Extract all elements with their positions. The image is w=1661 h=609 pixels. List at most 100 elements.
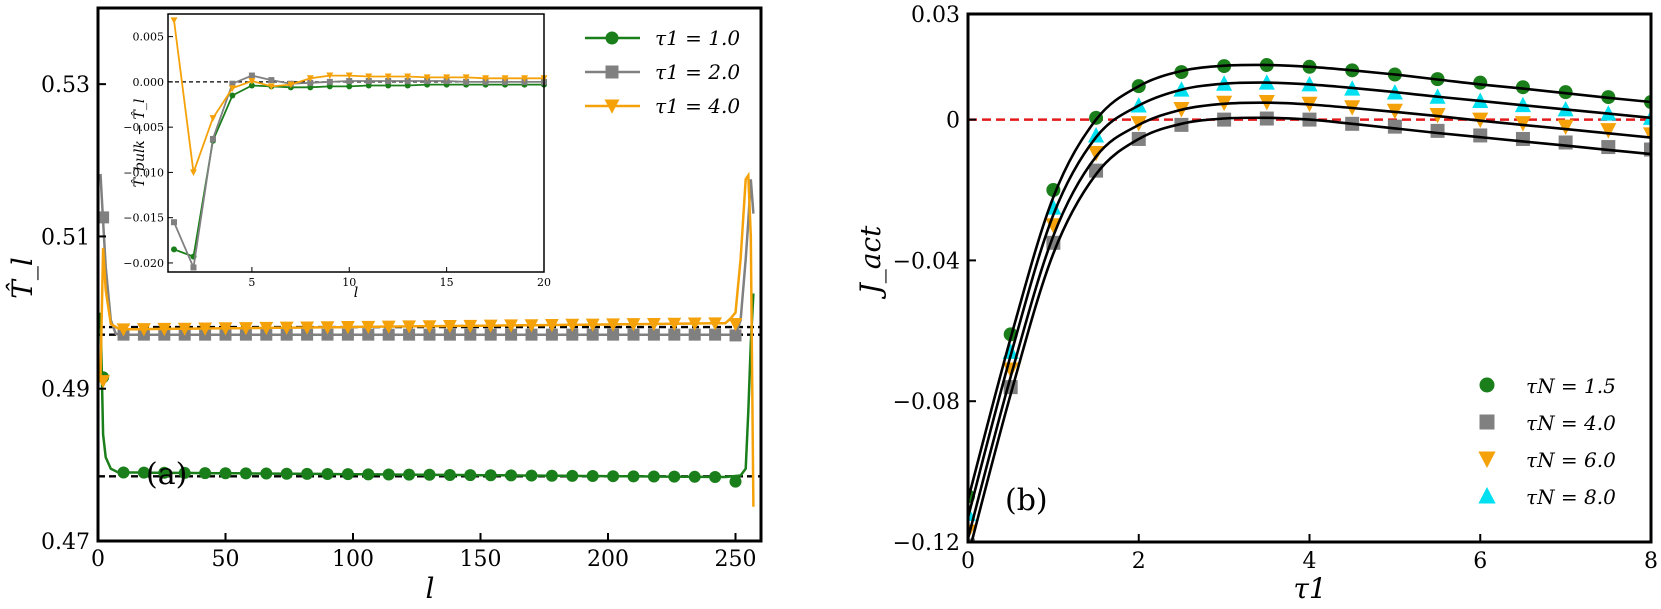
data-point <box>1515 80 1530 95</box>
data-point <box>198 322 212 336</box>
data-point <box>729 329 742 342</box>
data-point <box>484 328 497 341</box>
data-point <box>688 328 701 341</box>
panel-b-axes: 0 2 4 6 8 0.03 0 −0.04 −0.08 −0.12 <box>893 3 1658 574</box>
inset-data-point <box>385 77 392 84</box>
inset-data-point <box>229 80 236 87</box>
inset-y-tick-label: 0.000 <box>133 76 165 89</box>
data-point <box>301 467 314 480</box>
data-point <box>464 469 477 482</box>
data-point <box>423 328 436 341</box>
legend-marker <box>605 65 619 79</box>
data-point <box>260 467 273 480</box>
inset-data-point <box>209 135 216 142</box>
y-tick-label: 0.49 <box>41 378 90 403</box>
legend-label: τN = 4.0 <box>1526 411 1616 435</box>
y-tick-label: 0 <box>946 109 960 134</box>
panel-a-axes: 0 50 100 150 200 250 0.47 0.49 0.51 0.53 <box>41 73 756 572</box>
inset-data-point <box>502 78 509 85</box>
legend-marker <box>1479 377 1495 393</box>
data-point <box>1515 131 1530 146</box>
x-tick-label: 50 <box>212 547 240 572</box>
data-point <box>321 328 334 341</box>
data-point <box>545 318 559 333</box>
inset-data-point <box>267 83 275 91</box>
inset-data-point <box>521 75 528 82</box>
data-point <box>382 468 395 481</box>
panel-a-plot-area <box>96 171 761 507</box>
inset-data-point <box>443 77 450 84</box>
data-point <box>525 469 538 482</box>
legend-label: τN = 1.5 <box>1526 374 1616 398</box>
data-point <box>178 466 191 479</box>
inset-plot-area <box>168 17 548 271</box>
inset-data-point <box>190 264 197 271</box>
inset-y-tick-label: −0.015 <box>123 212 164 225</box>
y-tick-label: 0.51 <box>41 225 90 250</box>
data-point <box>219 467 232 480</box>
data-point <box>709 328 722 341</box>
data-point <box>117 466 130 479</box>
data-point <box>1600 123 1617 139</box>
data-point <box>280 467 293 480</box>
data-point <box>464 328 477 341</box>
data-point <box>647 328 660 341</box>
fit-curve-n-6-0 <box>968 101 1651 539</box>
data-point <box>1088 127 1105 143</box>
panel-b-legend: τN = 1.5 τN = 4.0 τN = 6.0 τN = 8.0 <box>1478 374 1616 509</box>
legend-marker <box>1479 414 1495 430</box>
inset-data-point <box>209 115 217 122</box>
inset-data-point <box>385 82 392 89</box>
inset-data-point <box>482 78 489 85</box>
panel-b-xlabel: τ1 <box>1293 572 1326 605</box>
inset-data-point <box>404 82 411 89</box>
panel-a-ylabel: T̂_l <box>6 257 39 299</box>
x-tick-label: 250 <box>715 547 757 572</box>
data-point <box>402 320 416 334</box>
inset-series-line <box>173 20 544 173</box>
data-point <box>504 319 518 333</box>
inset-plot: 5 10 15 20 0.005 0.000 −0.005 −0.010 −0.015 −0.02… <box>123 13 551 301</box>
data-point <box>607 470 620 483</box>
data-point <box>403 328 416 341</box>
data-point <box>586 470 599 483</box>
inset-data-point <box>306 75 314 82</box>
legend-marker <box>1478 451 1496 468</box>
fit-curve-n-1-5 <box>968 63 1651 501</box>
inset-data-point <box>346 83 353 90</box>
data-point <box>566 328 579 341</box>
inset-y-tick-label: −0.020 <box>123 257 164 270</box>
inset-data-point <box>229 92 236 99</box>
inset-data-point <box>501 75 509 82</box>
panel-b-plot-area <box>968 58 1651 542</box>
data-point <box>647 317 661 332</box>
data-point <box>668 328 681 341</box>
panel-a-legend: τ1 = 1.0 τ1 = 2.0 τ1 = 4.0 <box>585 26 740 118</box>
data-point <box>341 328 354 341</box>
x-tick-label: 2 <box>1132 549 1146 574</box>
inset-data-point <box>171 219 177 226</box>
data-point <box>565 318 580 332</box>
data-point <box>1089 163 1104 178</box>
panel-a-frame <box>96 6 763 543</box>
data-point <box>321 468 334 481</box>
inset-data-point <box>365 82 372 89</box>
inset-frame <box>167 13 545 273</box>
data-point <box>300 321 314 335</box>
data-point <box>1601 140 1616 155</box>
inset-ylabel: T̂_bulk − T̂_l <box>130 99 148 188</box>
data-point <box>627 328 640 341</box>
inset-data-point <box>345 72 353 80</box>
inset-data-point <box>307 79 314 86</box>
data-point <box>96 375 110 389</box>
data-point <box>545 469 558 482</box>
legend-label: τN = 8.0 <box>1526 485 1616 509</box>
inset-x-tick-label: 10 <box>342 276 356 289</box>
data-point <box>667 317 682 331</box>
inset-data-point <box>424 77 431 84</box>
inset-data-point <box>326 78 333 85</box>
data-point <box>728 317 743 332</box>
data-point <box>688 470 701 483</box>
data-point <box>137 323 151 337</box>
